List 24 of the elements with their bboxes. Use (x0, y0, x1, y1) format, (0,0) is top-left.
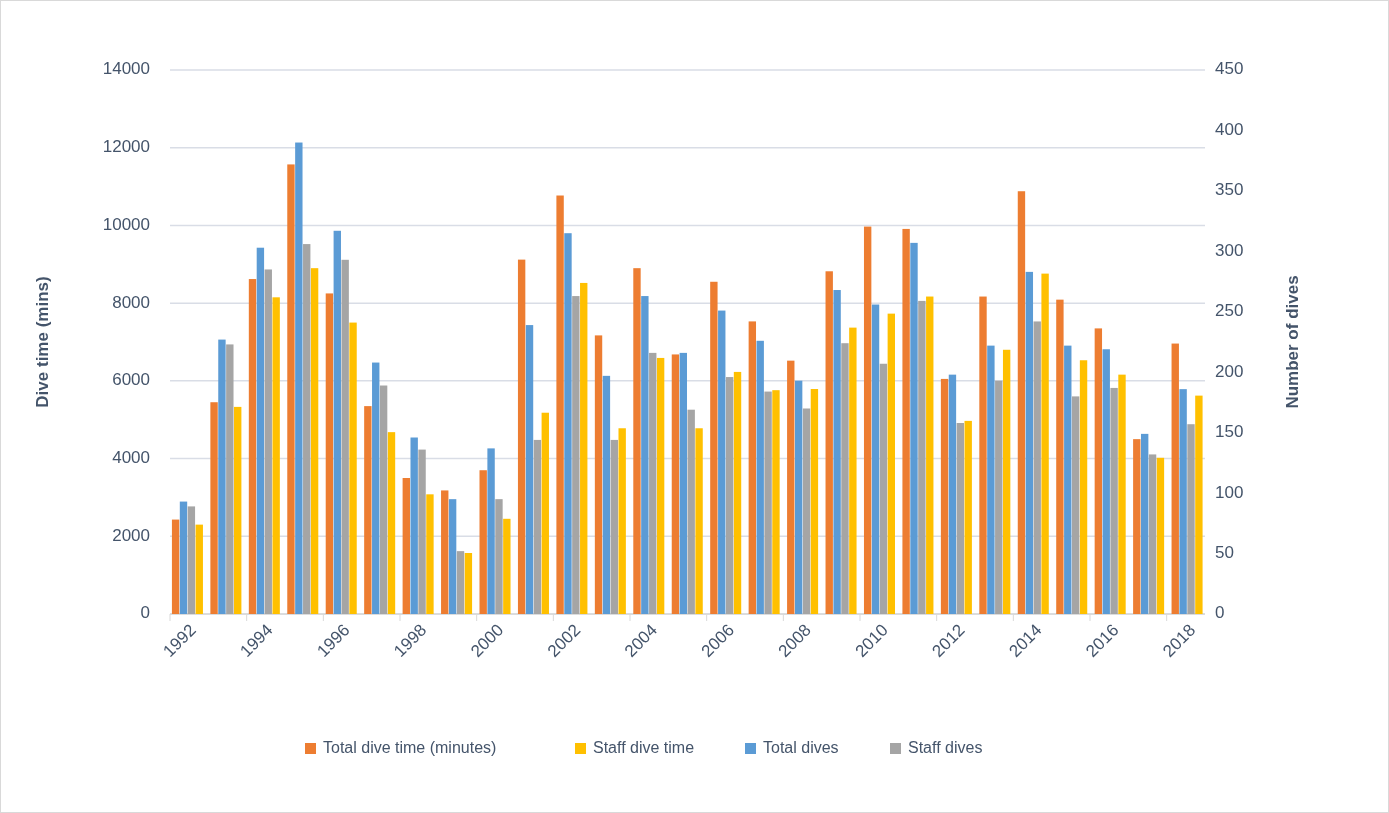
y-tick-label: 6000 (112, 370, 150, 390)
y-tick-label: 10000 (102, 214, 150, 234)
y2-tick-label: 350 (1215, 180, 1244, 200)
y-tick-label: 0 (140, 603, 150, 623)
y2-axis-title: Number of dives (1283, 275, 1302, 409)
y-axis-title: Dive time (mins) (33, 276, 52, 408)
y2-tick-label: 200 (1215, 361, 1244, 381)
legend-label: Total dives (763, 739, 839, 757)
y-tick-label: 2000 (112, 525, 150, 545)
y-tick-label: 14000 (102, 59, 150, 79)
y-tick-label: 8000 (112, 292, 150, 312)
y2-tick-label: 300 (1215, 240, 1244, 260)
y2-tick-label: 150 (1215, 422, 1244, 442)
y-tick-label: 4000 (112, 448, 150, 468)
legend-label: Total dive time (minutes) (323, 739, 497, 757)
y2-tick-label: 400 (1215, 119, 1244, 139)
y2-tick-label: 50 (1215, 543, 1234, 563)
legend-label: Staff dives (908, 739, 983, 757)
legend-label: Staff dive time (593, 739, 695, 757)
y2-tick-label: 100 (1215, 482, 1244, 502)
y2-tick-label: 250 (1215, 301, 1244, 321)
y2-tick-label: 450 (1215, 59, 1244, 79)
y2-tick-label: 0 (1215, 603, 1225, 623)
y-tick-label: 12000 (102, 137, 150, 157)
